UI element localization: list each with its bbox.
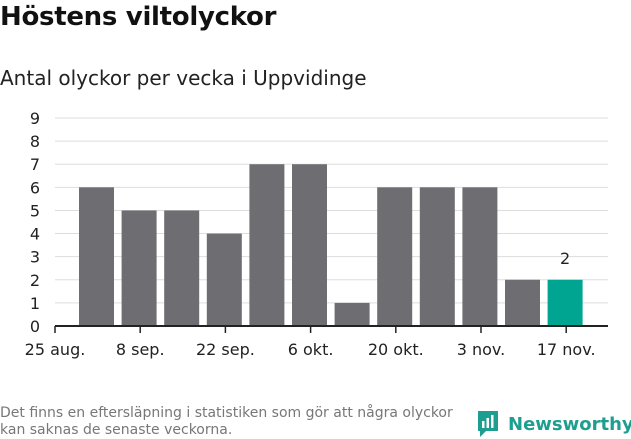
y-tick-label: 3 <box>30 248 40 267</box>
y-tick-label: 8 <box>30 132 40 151</box>
bar-chart: 0 1 2 3 4 5 6 7 8 9 25 aug. 8 sep. 22 sep. 6 okt. 20 … <box>25 109 608 359</box>
y-tick-label: 4 <box>30 225 40 244</box>
y-tick-label: 7 <box>30 155 40 174</box>
newsworthy-logo: Newsworthy <box>476 409 631 439</box>
newsworthy-logo-icon <box>478 411 498 437</box>
chart-subtitle: Antal olyckor per vecka i Uppvidinge <box>0 66 367 90</box>
y-tick-label: 2 <box>30 271 40 290</box>
bars <box>79 164 583 326</box>
chart-title: Höstens viltolyckor <box>0 2 277 32</box>
highlight-bar <box>547 279 583 326</box>
x-tick-label: 3 nov. <box>457 340 506 359</box>
footnote: Det finns en eftersläpning i statistiken… <box>0 405 453 438</box>
y-tick-label: 5 <box>30 201 40 220</box>
bar <box>334 302 370 326</box>
x-axis-ticks: 25 aug. 8 sep. 22 sep. 6 okt. 20 okt. 3 nov. 1… <box>25 326 596 359</box>
bar <box>419 187 455 326</box>
x-tick-label: 25 aug. <box>25 340 86 359</box>
y-tick-label: 6 <box>30 178 40 197</box>
bar <box>206 233 242 326</box>
x-tick-label: 6 okt. <box>288 340 334 359</box>
x-tick-label: 20 okt. <box>368 340 424 359</box>
y-tick-label: 0 <box>30 317 40 336</box>
bar <box>164 210 200 326</box>
bar <box>249 164 285 326</box>
bar <box>505 279 540 326</box>
bar <box>121 210 157 326</box>
data-labels: 2 <box>560 249 570 268</box>
y-tick-label: 1 <box>30 294 40 313</box>
x-tick-label: 8 sep. <box>116 340 165 359</box>
newsworthy-logo-text: Newsworthy <box>508 413 631 435</box>
bar <box>377 187 413 326</box>
x-tick-label: 22 sep. <box>196 340 255 359</box>
highlight-data-label: 2 <box>560 249 570 268</box>
y-tick-label: 9 <box>30 109 40 128</box>
y-axis-ticks: 0 1 2 3 4 5 6 7 8 9 <box>30 109 40 336</box>
bar <box>292 164 327 326</box>
bar <box>462 187 498 326</box>
x-tick-label: 17 nov. <box>537 340 596 359</box>
bar <box>79 187 114 326</box>
